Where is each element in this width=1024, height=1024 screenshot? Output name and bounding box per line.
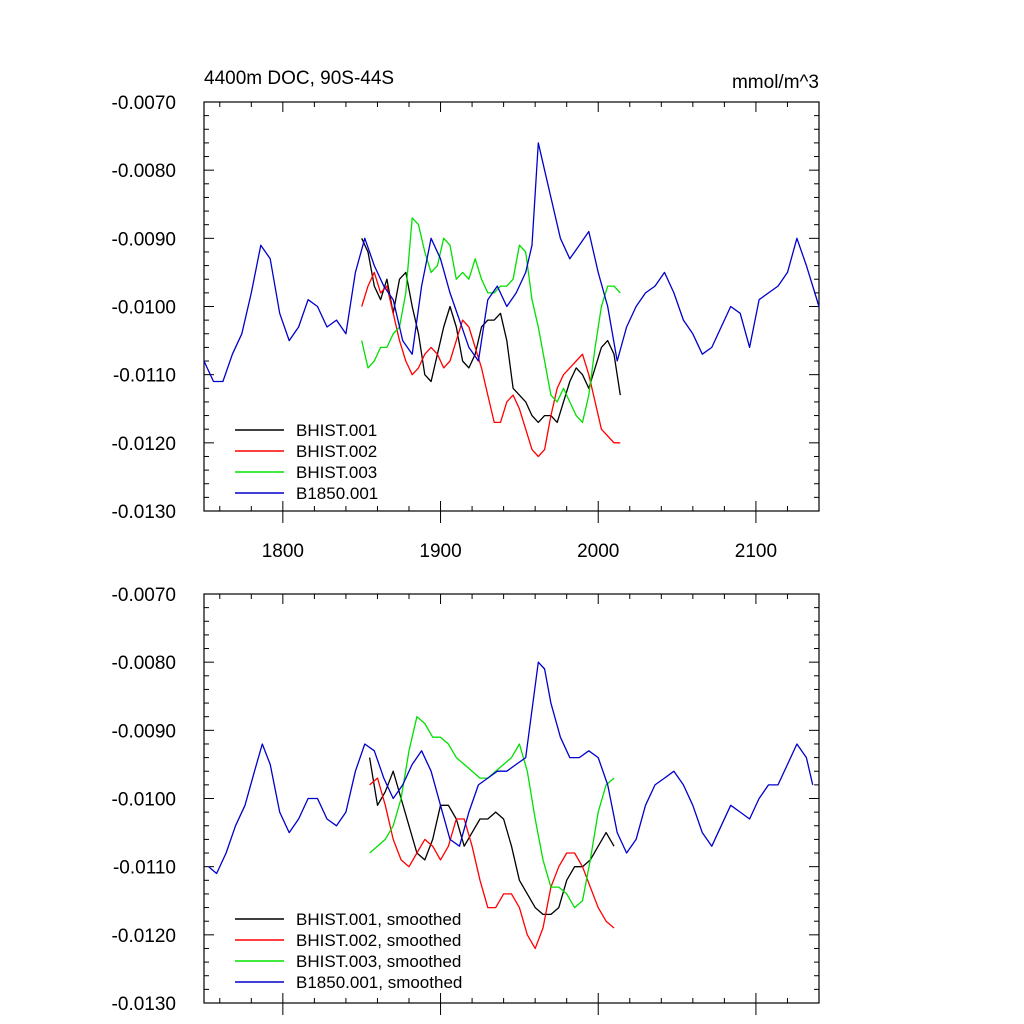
x-tick-label: 1900: [419, 541, 461, 562]
y-tick-label: -0.0100: [112, 298, 176, 319]
y-tick-label: -0.0130: [112, 502, 176, 523]
chart-title: 4400m DOC, 90S-44S: [204, 68, 394, 89]
series-line-2: [361, 217, 621, 424]
y-tick-label: -0.0070: [112, 585, 176, 606]
x-tick-label: 2100: [735, 541, 777, 562]
legend-label-0: BHIST.001: [296, 421, 377, 440]
legend-label-0: BHIST.001, smoothed: [296, 910, 461, 929]
y-tick-label: -0.0080: [112, 161, 176, 182]
series-line-3: [203, 142, 820, 383]
legend-label-3: B1850.001: [296, 484, 378, 503]
legend-label-1: BHIST.002: [296, 442, 377, 461]
y-tick-label: -0.0120: [112, 926, 176, 947]
series-line-1: [361, 271, 621, 458]
bottom-panel: -0.0070 -0.0080 -0.0090 -0.0100 -0.0110 -0.01…: [112, 585, 820, 1015]
legend-label-2: BHIST.003: [296, 463, 377, 482]
units-label: mmol/m^3: [732, 72, 819, 93]
y-tick-label: -0.0090: [112, 229, 176, 250]
x-tick-label: 2000: [577, 541, 619, 562]
legend-label-3: B1850.001, smoothed: [296, 973, 462, 992]
y-tick-label: -0.0110: [113, 858, 176, 879]
legend-label-1: BHIST.002, smoothed: [296, 931, 461, 950]
legend-label-2: BHIST.003, smoothed: [296, 952, 461, 971]
series-line-0: [368, 757, 615, 916]
series-line-0: [361, 238, 621, 424]
y-tick-label: -0.0100: [112, 790, 176, 811]
y-tick-label: -0.0110: [113, 366, 176, 387]
series-line-3: [208, 661, 814, 875]
y-tick-label: -0.0090: [112, 721, 176, 742]
series-line-1: [369, 777, 615, 950]
y-tick-label: -0.0120: [112, 434, 176, 455]
top-panel: -0.0070 -0.0080 -0.0090 -0.0100 -0.0110 -0.01…: [112, 68, 820, 562]
y-tick-label: -0.0130: [112, 994, 176, 1015]
y-tick-label: -0.0070: [112, 93, 176, 114]
x-tick-label: 1800: [262, 541, 304, 562]
y-tick-label: -0.0080: [112, 653, 176, 674]
